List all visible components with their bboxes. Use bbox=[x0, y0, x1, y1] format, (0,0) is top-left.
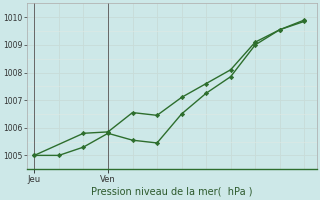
X-axis label: Pression niveau de la mer(  hPa ): Pression niveau de la mer( hPa ) bbox=[91, 187, 252, 197]
